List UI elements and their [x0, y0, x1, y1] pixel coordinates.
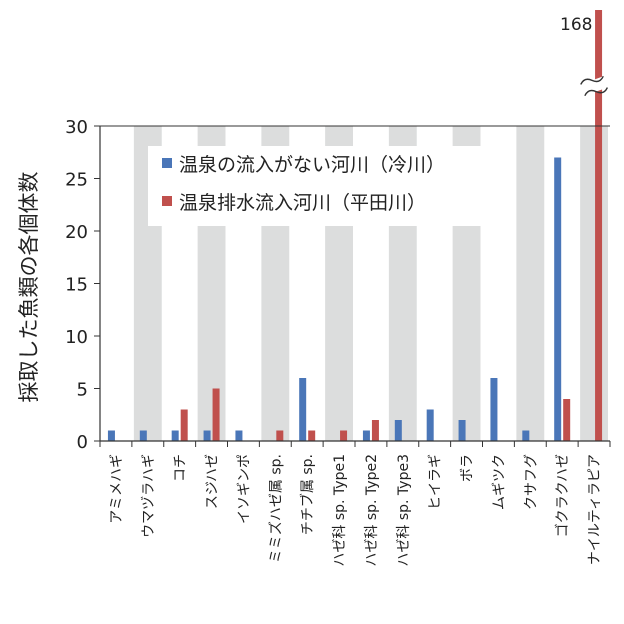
x-tick-label: アミメハギ: [109, 454, 125, 524]
x-tick-label: ハゼ科 sp. Type3: [396, 454, 412, 567]
legend-label-series-2: 温泉排水流入河川（平田川）: [179, 192, 426, 214]
x-tick-label: ミミズハゼ属 sp.: [268, 454, 284, 563]
bar-series-1: [362, 430, 370, 441]
bar-series-1: [139, 430, 147, 441]
x-tick-label: ナイルティラピア: [587, 454, 603, 565]
y-tick-label: 10: [65, 327, 88, 348]
x-tick-label: ハゼ科 sp. Type2: [364, 454, 380, 567]
bar-series-1: [235, 430, 243, 441]
x-tick-label: イソギンポ: [236, 454, 252, 524]
bar-series-2: [180, 409, 188, 441]
background-band: [516, 126, 545, 441]
y-tick-label: 15: [65, 275, 88, 296]
axis-break-line: [584, 87, 609, 97]
x-tick-label: スジハゼ: [205, 454, 221, 509]
bar-series-2: [276, 430, 284, 441]
x-tick-label: ハゼ科 sp. Type1: [332, 454, 348, 567]
axis-break-gap: [578, 75, 610, 97]
bar-series-2: [212, 388, 220, 441]
y-tick-label: 0: [77, 432, 88, 453]
bar-series-1: [522, 430, 530, 441]
x-tick-label: コチ: [173, 454, 189, 482]
bar-series-1: [299, 378, 307, 441]
legend-background: [148, 146, 510, 226]
bar-series-1: [554, 157, 562, 441]
legend-label-series-1: 温泉の流入がない河川（冷川）: [179, 154, 445, 176]
x-tick-label: ボラ: [460, 454, 476, 482]
bar-series-1: [426, 409, 434, 441]
bar-series-1: [107, 430, 115, 441]
bar-series-1: [458, 420, 466, 441]
legend-swatch-series-1: [162, 158, 172, 168]
legend-swatch-series-2: [162, 196, 172, 206]
x-tick-labels: アミメハギ ウマヅラハギ コチ スジハゼ イソギンポ ミミズハゼ属 sp. チチブ属 sp.…: [109, 454, 603, 567]
bar-series-1: [490, 378, 498, 441]
bar-series-1: [394, 420, 402, 441]
y-tick-label: 30: [65, 117, 88, 138]
bar-series-2: [308, 430, 316, 441]
x-tick-label: ヒイラギ: [428, 454, 444, 510]
axis-break-marker: [578, 75, 610, 97]
overflow-value-label: 168: [560, 15, 592, 35]
bar-series-2: [340, 430, 348, 441]
bar-series-1: [203, 430, 211, 441]
bar-series-1: [171, 430, 179, 441]
y-tick-label: 20: [65, 222, 88, 243]
y-tick-label: 25: [65, 170, 88, 191]
y-tick-label: 5: [77, 380, 88, 401]
bar-series-2: [595, 10, 603, 441]
bars: [107, 10, 603, 441]
bar-series-2: [563, 399, 571, 441]
x-tick-label: ムギツク: [491, 454, 507, 510]
background-band: [580, 126, 608, 441]
y-tick-labels: 0 5 10 15 20 25 30: [65, 117, 100, 453]
x-tick-label: チチブ属 sp.: [299, 454, 316, 535]
bar-series-2: [371, 420, 379, 441]
x-tick-label: ウマヅラハギ: [141, 454, 157, 538]
x-tick-label: クサフグ: [523, 454, 539, 510]
x-tick-label: ゴクラクハゼ: [554, 454, 571, 537]
legend: 温泉の流入がない河川（冷川） 温泉排水流入河川（平田川）: [148, 146, 510, 226]
axis-break-line: [580, 75, 604, 85]
y-axis-label: 採取した魚類の各個体数: [17, 172, 41, 403]
